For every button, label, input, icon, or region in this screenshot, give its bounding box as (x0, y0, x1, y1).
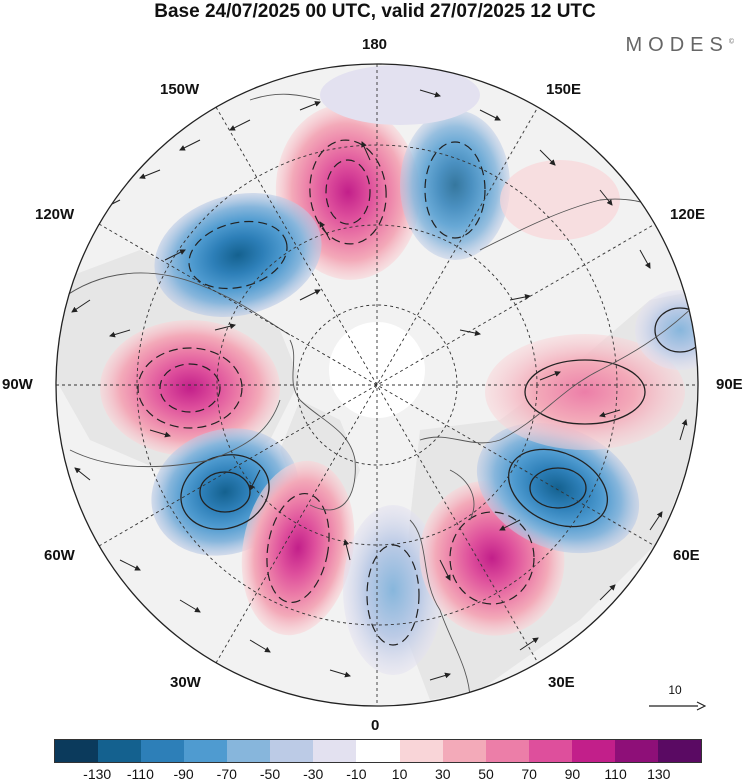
colorbar-tick-label: -70 (216, 766, 237, 782)
anomaly-positive-asia-edge (500, 160, 620, 240)
colorbar-segment (485, 740, 529, 762)
anomaly-negative-siberia (476, 422, 640, 554)
colorbar-segment (399, 740, 443, 762)
colorbar-tick-label: -90 (173, 766, 194, 782)
anomaly-weak-negative-top (320, 65, 480, 125)
anomaly-positive-central-siberia (485, 334, 685, 450)
colorbar-segment (356, 740, 400, 762)
wind-vectors (71, 89, 688, 681)
colorbar-tick-label: 130 (647, 766, 671, 782)
colorbar-tick-label: 110 (604, 766, 627, 782)
lon-label-90e: 90E (716, 376, 743, 393)
graticule (56, 64, 698, 706)
lon-label-60e: 60E (673, 547, 700, 564)
anomaly-positive-canada (100, 320, 280, 456)
colorbar-segment (313, 740, 357, 762)
colorbar-tick-label: 30 (435, 766, 451, 782)
anomaly-negative-far-east (635, 290, 698, 370)
colorbar-segment (98, 740, 142, 762)
colorbar-segment (184, 740, 228, 762)
lon-label-30w: 30W (170, 674, 201, 691)
lon-label-150w: 150W (160, 81, 200, 98)
colorbar-segment (442, 740, 486, 762)
contour-lines-solid (180, 307, 698, 530)
colorbar-tick-label: -30 (303, 766, 324, 782)
colorbar-tick-label: -130 (83, 766, 112, 782)
anomaly-negative-bering (400, 110, 510, 260)
lon-label-120e: 120E (670, 206, 706, 223)
colorbar-tick-label: 90 (564, 766, 581, 782)
lon-label-120w: 120W (35, 206, 75, 223)
colorbar-segment (571, 740, 615, 762)
lon-label-60w: 60W (44, 547, 75, 564)
brand-mark: © (728, 38, 734, 46)
map-title: Base 24/07/2025 00 UTC, valid 27/07/2025… (154, 1, 596, 22)
colorbar-segment (657, 740, 701, 762)
colorbar-segment (528, 740, 572, 762)
field-layer (56, 64, 698, 706)
anomaly-negative-norway (343, 505, 443, 675)
brand-text: MODES (625, 34, 729, 56)
colorbar-tick-label: 10 (391, 766, 408, 782)
lon-label-150e: 150E (546, 81, 582, 98)
colorbar-tick-label: -50 (259, 766, 281, 782)
brand-logo: MODES© (625, 34, 734, 57)
colorbar-segment (270, 740, 314, 762)
colorbar (54, 739, 702, 763)
colorbar-segment (227, 740, 271, 762)
map-boundary (55, 63, 699, 707)
reference-vector-arrow (649, 701, 706, 711)
reference-vector-label: 10 (668, 683, 682, 697)
colorbar-tick-label: -110 (126, 766, 154, 782)
anomaly-negative-alaska (154, 193, 322, 317)
colorbar-tick-label: 70 (521, 766, 537, 782)
lon-label-180: 180 (362, 36, 388, 53)
colorbar-segment (141, 740, 185, 762)
lon-label-90w: 90W (2, 376, 33, 393)
colorbar-segment (55, 740, 99, 762)
colorbar-tick-label: 50 (478, 766, 494, 782)
lon-label-0: 0 (371, 717, 380, 734)
contour-lines (137, 139, 535, 646)
lon-label-30e: 30E (548, 674, 575, 691)
coastlines (59, 93, 698, 701)
colorbar-tick-label: -10 (346, 766, 367, 782)
colorbar-segment (614, 740, 658, 762)
